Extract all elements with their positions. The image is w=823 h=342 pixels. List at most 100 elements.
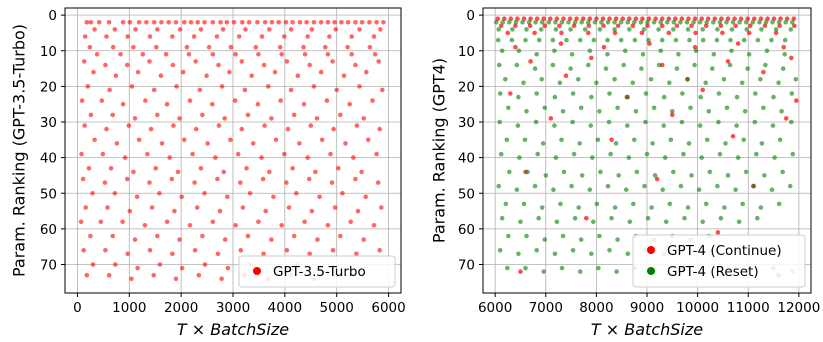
data-point <box>656 62 662 68</box>
data-point <box>261 251 266 257</box>
data-point <box>307 62 313 68</box>
data-point <box>643 119 648 125</box>
data-point <box>631 201 636 207</box>
data-point <box>703 80 708 86</box>
data-point <box>282 151 287 157</box>
data-point <box>94 52 100 57</box>
legend-label: GPT-4 (Reset) <box>667 264 759 280</box>
data-point <box>338 112 343 118</box>
data-point <box>309 208 315 214</box>
data-point <box>667 201 673 207</box>
data-point <box>663 219 669 225</box>
data-point <box>85 84 91 89</box>
data-point <box>601 23 606 29</box>
data-point <box>548 116 554 121</box>
data-point <box>625 123 630 128</box>
data-point <box>613 141 619 146</box>
data-point <box>317 194 322 200</box>
data-point <box>110 233 115 239</box>
y-tick-label: 20 <box>458 79 475 95</box>
data-point <box>157 191 162 196</box>
data-point <box>273 137 279 143</box>
data-point <box>673 16 678 22</box>
data-point <box>787 183 793 189</box>
data-point <box>103 62 108 68</box>
data-point <box>741 37 747 43</box>
data-point <box>612 20 617 25</box>
data-point <box>91 69 96 75</box>
data-point <box>744 27 749 32</box>
data-point <box>262 20 268 25</box>
x-tick-label: 0 <box>73 300 82 316</box>
data-point <box>676 52 681 57</box>
data-point <box>668 137 674 143</box>
data-point <box>197 87 203 93</box>
data-point <box>496 183 502 189</box>
data-point <box>192 180 197 185</box>
data-point <box>153 166 158 171</box>
data-point <box>113 262 118 267</box>
data-point <box>643 91 649 96</box>
data-point <box>245 112 251 118</box>
data-point <box>142 223 148 228</box>
data-point <box>96 20 102 25</box>
data-point <box>159 141 165 146</box>
data-point <box>193 126 199 132</box>
data-point <box>122 155 128 160</box>
data-point <box>506 105 511 111</box>
data-point <box>625 20 631 25</box>
data-point <box>255 20 260 25</box>
data-point <box>516 94 521 100</box>
y-tick-label: 50 <box>458 186 475 202</box>
x-tick-label: 3000 <box>216 300 250 316</box>
data-point <box>539 20 545 25</box>
data-point <box>318 69 324 75</box>
data-point <box>601 44 607 50</box>
data-point <box>336 166 341 171</box>
data-point <box>790 151 796 157</box>
data-point <box>789 55 794 61</box>
data-point <box>534 248 539 253</box>
data-point <box>285 126 291 132</box>
data-point <box>612 77 617 82</box>
data-point <box>597 233 602 239</box>
data-point <box>600 16 606 22</box>
data-point <box>496 27 502 32</box>
data-point <box>729 27 735 32</box>
y-axis-label-left: Param. Ranking (GPT-3.5-Turbo) <box>10 24 29 277</box>
data-point <box>81 59 87 64</box>
data-point <box>696 187 702 192</box>
data-point <box>781 44 786 50</box>
data-point <box>540 141 546 146</box>
data-point <box>569 183 574 189</box>
x-axis-label-right: T × BatchSize <box>591 320 703 339</box>
data-point <box>534 52 539 57</box>
data-point <box>607 91 612 96</box>
data-point <box>347 101 353 107</box>
data-point <box>591 219 596 225</box>
data-point <box>332 20 337 25</box>
data-point <box>504 137 510 143</box>
data-point <box>497 119 503 125</box>
data-point <box>80 176 86 182</box>
data-point <box>126 123 132 128</box>
data-point <box>718 215 724 221</box>
data-point <box>568 66 573 71</box>
data-point <box>106 272 112 278</box>
data-point <box>341 73 347 78</box>
data-point <box>630 80 636 86</box>
data-point <box>692 62 697 68</box>
data-point <box>182 20 187 25</box>
data-point <box>776 80 781 86</box>
data-point <box>570 119 575 125</box>
data-point <box>318 20 324 25</box>
data-point <box>172 208 177 214</box>
data-point <box>505 30 511 36</box>
legend-box <box>238 255 396 288</box>
data-point <box>508 91 513 96</box>
data-point <box>309 27 315 32</box>
data-point <box>697 20 703 25</box>
x-tick-label: 5000 <box>320 300 354 316</box>
data-point <box>374 20 379 25</box>
data-point <box>147 180 152 185</box>
